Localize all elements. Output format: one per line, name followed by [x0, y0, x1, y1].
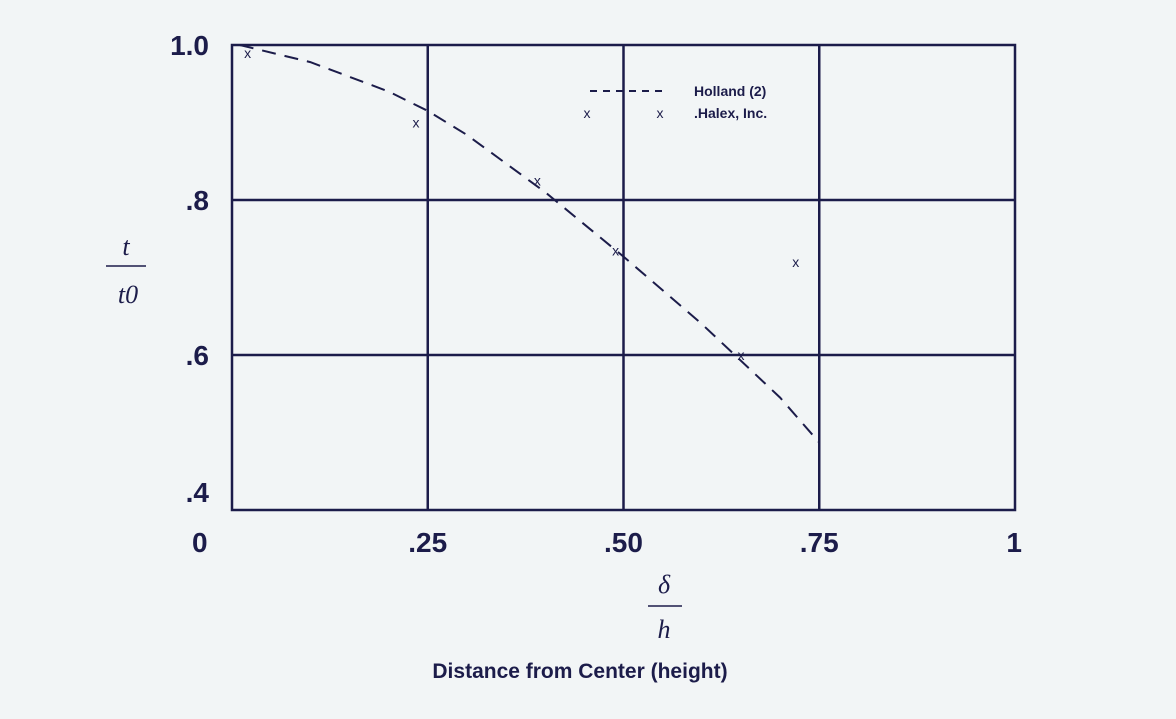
- data-point-x-marker: x: [737, 347, 744, 363]
- x-axis-label: δ h: [648, 570, 682, 644]
- x-label-numerator: δ: [658, 570, 671, 599]
- y-tick-label: 1.0: [170, 30, 209, 61]
- plot-frame: [230, 43, 1017, 512]
- data-point-x-marker: x: [534, 173, 541, 189]
- y-label-denominator: t0: [118, 280, 138, 309]
- y-tick-label: .4: [186, 477, 210, 508]
- legend-x-marker: x: [584, 105, 591, 121]
- series-layer: x x x x x x: [239, 44, 821, 444]
- data-point-x-marker: x: [244, 45, 251, 61]
- data-point-x-marker: x: [612, 242, 619, 258]
- y-axis-label: t t0: [106, 232, 146, 309]
- x-axis-caption: Distance from Center (height): [432, 660, 727, 683]
- data-point-x-marker: x: [413, 115, 420, 131]
- legend-label: Holland (2): [694, 83, 766, 99]
- y-tick-label: .6: [186, 340, 209, 371]
- data-point-x-marker: x: [792, 254, 799, 270]
- y-label-numerator: t: [122, 232, 130, 261]
- holland-dashed-curve: [239, 44, 821, 444]
- legend-label: .Halex, Inc.: [694, 105, 767, 121]
- legend-x-marker: x: [657, 105, 664, 121]
- grid-lines: [232, 45, 1015, 510]
- x-tick-label: .25: [408, 527, 447, 558]
- x-label-denominator: h: [658, 615, 671, 644]
- x-tick-label: .75: [800, 527, 839, 558]
- y-tick-label: .8: [186, 185, 209, 216]
- x-tick-label: 0: [192, 527, 208, 558]
- x-tick-label: .50: [604, 527, 643, 558]
- x-tick-labels: 0 .25 .50 .75 1: [192, 527, 1022, 558]
- y-tick-labels: 1.0 .8 .6 .4: [170, 30, 209, 508]
- legend: Holland (2) x x .Halex, Inc.: [584, 83, 768, 121]
- x-tick-label: 1: [1006, 527, 1022, 558]
